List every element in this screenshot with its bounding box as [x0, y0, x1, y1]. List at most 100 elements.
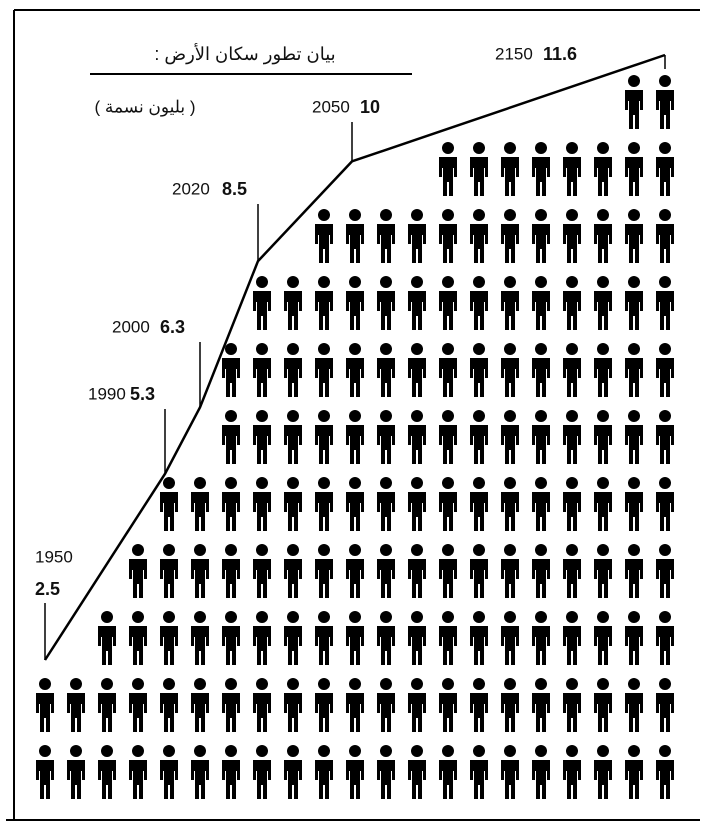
icon-head [566, 410, 578, 422]
person-icon [594, 611, 612, 665]
person-icon [470, 544, 488, 598]
icon-body [98, 693, 116, 732]
icon-body [377, 291, 395, 330]
icon-body [501, 425, 519, 464]
icon-body [408, 760, 426, 799]
person-icon [315, 209, 333, 263]
person-icon [532, 343, 550, 397]
icon-body [625, 157, 643, 196]
value-label: 2.5 [35, 579, 60, 599]
person-icon [501, 477, 519, 531]
person-icon [315, 678, 333, 732]
icon-head [287, 611, 299, 623]
icon-body [656, 492, 674, 531]
person-icon [656, 276, 674, 330]
person-icon [315, 544, 333, 598]
icon-head [535, 544, 547, 556]
icon-head [411, 343, 423, 355]
person-icon [470, 276, 488, 330]
icon-head [132, 678, 144, 690]
icon-head [318, 544, 330, 556]
icon-head [473, 276, 485, 288]
person-icon [222, 477, 240, 531]
icon-body [594, 760, 612, 799]
icon-body [408, 693, 426, 732]
icon-body [594, 358, 612, 397]
icon-head [225, 745, 237, 757]
icon-head [256, 343, 268, 355]
icon-body [470, 425, 488, 464]
icon-head [318, 678, 330, 690]
icon-body [594, 425, 612, 464]
icon-head [287, 745, 299, 757]
icon-head [597, 544, 609, 556]
person-icon [625, 611, 643, 665]
icon-head [535, 678, 547, 690]
icon-head [504, 276, 516, 288]
icon-body [563, 291, 581, 330]
icon-head [504, 410, 516, 422]
icon-body [160, 492, 178, 531]
icon-body [222, 492, 240, 531]
person-icon [470, 209, 488, 263]
icon-body [470, 626, 488, 665]
person-icon [563, 410, 581, 464]
icon-head [380, 343, 392, 355]
person-icon [253, 611, 271, 665]
person-icon [377, 276, 395, 330]
icon-head [535, 209, 547, 221]
icon-head [566, 142, 578, 154]
icon-body [346, 358, 364, 397]
value-label: 5.3 [130, 384, 155, 404]
person-icon [284, 745, 302, 799]
icon-head [504, 343, 516, 355]
person-icon [563, 544, 581, 598]
icon-body [377, 559, 395, 598]
icon-head [442, 477, 454, 489]
person-icon [656, 544, 674, 598]
person-icon [67, 678, 85, 732]
person-icon [284, 343, 302, 397]
icon-body [594, 626, 612, 665]
icon-body [315, 291, 333, 330]
person-icon [594, 410, 612, 464]
icon-body [253, 358, 271, 397]
icon-head [597, 142, 609, 154]
population-line [43, 53, 666, 661]
icon-head [628, 678, 640, 690]
icon-body [253, 693, 271, 732]
icon-body [253, 626, 271, 665]
icon-head [473, 477, 485, 489]
person-icon [284, 410, 302, 464]
icon-body [222, 626, 240, 665]
icon-head [194, 477, 206, 489]
icon-body [656, 559, 674, 598]
icon-body [253, 760, 271, 799]
icon-head [287, 678, 299, 690]
icon-head [318, 611, 330, 623]
icon-head [659, 611, 671, 623]
icon-body [470, 559, 488, 598]
icon-body [160, 693, 178, 732]
icon-body [656, 90, 674, 129]
icon-body [284, 760, 302, 799]
icon-head [380, 477, 392, 489]
icon-body [377, 425, 395, 464]
icon-body [253, 559, 271, 598]
person-icon [284, 276, 302, 330]
person-icon [563, 209, 581, 263]
person-icon [625, 142, 643, 196]
icon-head [659, 410, 671, 422]
icon-head [504, 745, 516, 757]
person-icon [439, 343, 457, 397]
icon-head [380, 611, 392, 623]
icon-body [284, 559, 302, 598]
person-icon [470, 343, 488, 397]
person-icon [532, 611, 550, 665]
person-icon [501, 544, 519, 598]
icon-head [628, 343, 640, 355]
icon-body [501, 626, 519, 665]
icon-head [349, 477, 361, 489]
icon-body [377, 693, 395, 732]
icon-head [411, 410, 423, 422]
